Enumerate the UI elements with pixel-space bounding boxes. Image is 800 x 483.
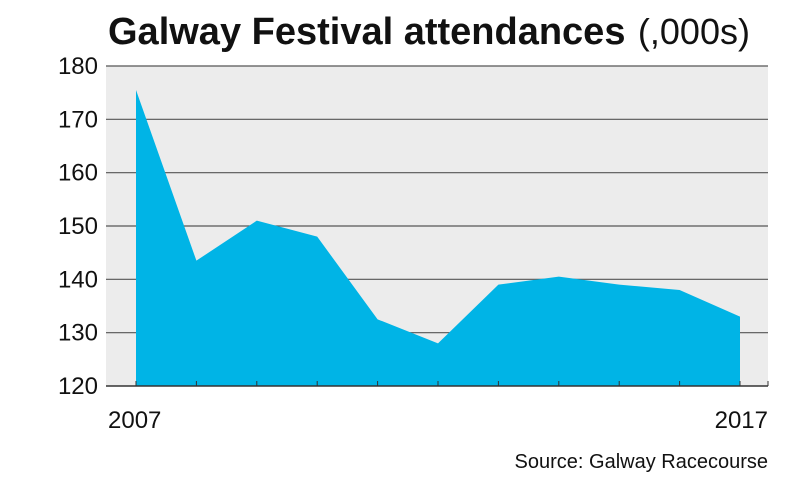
y-tick-label: 140 bbox=[58, 266, 98, 293]
y-tick-label: 120 bbox=[58, 373, 98, 400]
chart-title-main: Galway Festival attendances bbox=[108, 11, 625, 53]
y-tick-label: 170 bbox=[58, 106, 98, 133]
x-axis-labels: 2007 2017 bbox=[108, 407, 768, 434]
chart-title: Galway Festival attendances (,000s) bbox=[108, 11, 750, 53]
y-tick-label: 130 bbox=[58, 320, 98, 347]
chart-title-unit: (,000s) bbox=[638, 11, 750, 52]
attendance-area bbox=[136, 90, 740, 386]
x-tick-label: 2007 bbox=[108, 407, 161, 434]
x-tick-label: 2017 bbox=[715, 407, 768, 434]
y-tick-label: 150 bbox=[58, 213, 98, 240]
y-axis-labels: 120 130 140 150 160 170 180 bbox=[58, 53, 98, 400]
source-note: Source: Galway Racecourse bbox=[515, 451, 768, 473]
x-axis bbox=[106, 381, 769, 387]
y-tick-label: 160 bbox=[58, 160, 98, 187]
y-tick-label: 180 bbox=[58, 53, 98, 80]
